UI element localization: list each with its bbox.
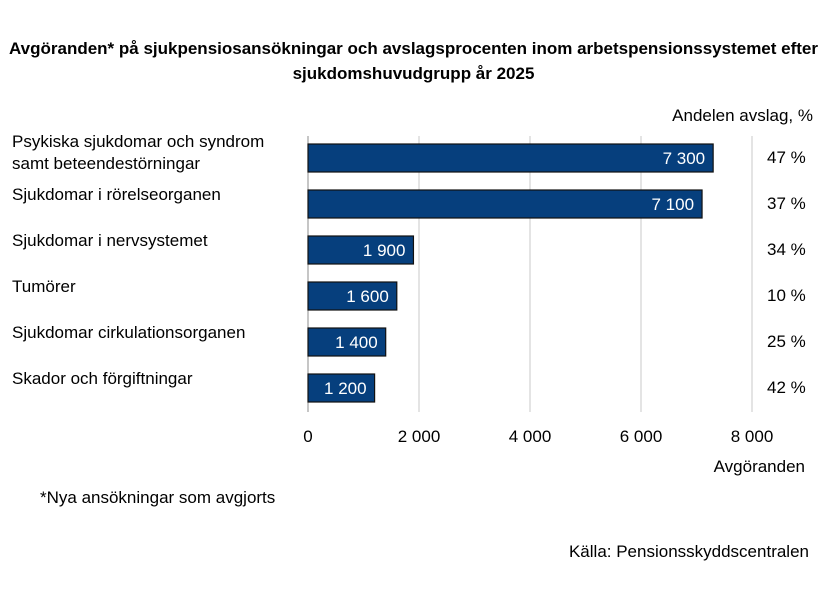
- category-label: Sjukdomar i nervsystemet: [12, 231, 208, 250]
- rejection-header: Andelen avslag, %: [672, 106, 813, 125]
- bar: [307, 235, 415, 265]
- source: Källa: Pensionsskyddscentralen: [568, 542, 809, 561]
- bar-value-label: 7 300: [663, 149, 706, 168]
- bar-value-label: 1 200: [324, 379, 367, 398]
- bar: [307, 327, 387, 357]
- x-tick-label: 4 000: [508, 427, 552, 446]
- bar: [307, 373, 376, 403]
- rejection-percent: 10 %: [767, 286, 806, 305]
- bar-value-label: 1 900: [363, 241, 406, 260]
- category-label: Skador och förgiftningar: [12, 369, 193, 388]
- bar: [307, 143, 714, 173]
- bar: [307, 189, 703, 219]
- x-tick-label: 0: [303, 427, 313, 446]
- rejection-percent: 25 %: [767, 332, 806, 351]
- bar: [307, 281, 398, 311]
- bar-value-label: 7 100: [652, 195, 695, 214]
- rejection-percent: 47 %: [767, 148, 806, 167]
- category-label: Sjukdomar cirkulationsorganen: [12, 323, 246, 342]
- footnote: *Nya ansökningar som avgjorts: [40, 488, 276, 507]
- category-label: Tumörer: [12, 277, 76, 296]
- chart-title: Avgöranden* på sjukpensiosansökningar oc…: [9, 39, 818, 83]
- x-tick-label: 6 000: [619, 427, 663, 446]
- rejection-percent: 34 %: [767, 240, 806, 259]
- x-tick-label: 2 000: [397, 427, 441, 446]
- rejection-percent: 37 %: [767, 194, 806, 213]
- category-label: Sjukdomar i rörelseorganen: [12, 185, 221, 204]
- category-label: Psykiska sjukdomar och syndrom samt bete…: [12, 132, 265, 173]
- x-axis-label: Avgöranden: [713, 457, 805, 476]
- rejection-percent: 42 %: [767, 378, 806, 397]
- bar-value-label: 1 600: [346, 287, 389, 306]
- bar-value-label: 1 400: [335, 333, 378, 352]
- x-tick-label: 8 000: [730, 427, 774, 446]
